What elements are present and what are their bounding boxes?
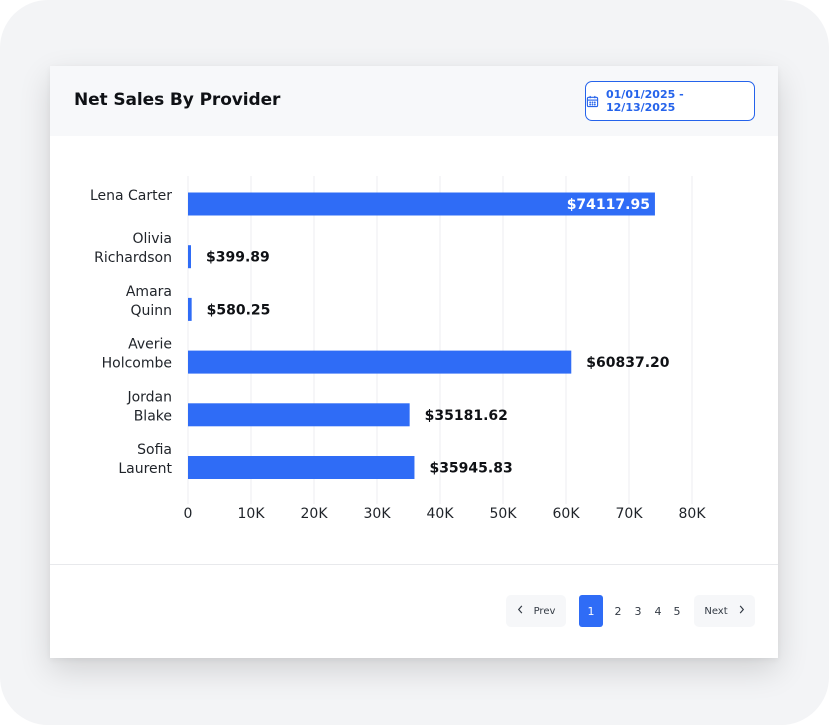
page-3-button[interactable]: 3	[634, 604, 642, 618]
next-label: Next	[704, 605, 728, 617]
bar	[188, 192, 655, 216]
category-label: Richardson	[94, 250, 172, 266]
x-tick-label: 50K	[490, 506, 518, 522]
bar	[188, 245, 191, 269]
x-tick-label: 60K	[553, 506, 581, 522]
bar	[188, 350, 572, 374]
x-tick-label: 10K	[238, 506, 266, 522]
x-tick-label: 40K	[427, 506, 455, 522]
data-label: $399.89	[206, 250, 270, 266]
data-label: $60837.20	[586, 355, 670, 371]
x-tick-label: 70K	[616, 506, 644, 522]
bar	[188, 456, 415, 479]
pagination: Prev 1 2 3 4 5 Next	[50, 594, 778, 628]
page-1-button[interactable]: 1	[579, 595, 603, 627]
x-tick-label: 0	[184, 506, 193, 522]
card-title: Net Sales By Provider	[74, 90, 281, 110]
category-label: Jordan	[126, 389, 172, 405]
prev-label: Prev	[533, 605, 556, 617]
card-divider	[50, 564, 778, 565]
prev-page-button[interactable]: Prev	[506, 595, 566, 627]
x-tick-label: 80K	[679, 506, 707, 522]
category-label: Holcombe	[102, 356, 172, 372]
bar-chart-area: 0 10K 20K 30K 40K 50K 60K 70K 80K Lena Carter $741…	[50, 136, 778, 564]
data-label: $35181.62	[425, 408, 508, 424]
category-label: Averie	[128, 337, 172, 353]
data-label: $580.25	[207, 302, 271, 318]
data-label: $35945.83	[429, 461, 512, 477]
category-label: Amara	[126, 284, 172, 300]
calendar-icon	[586, 95, 599, 108]
category-label: Lena Carter	[90, 188, 172, 204]
chevron-left-icon	[517, 605, 524, 617]
category-label: Blake	[134, 408, 172, 424]
data-label: $74117.95	[567, 197, 650, 213]
date-range-label: 01/01/2025 - 12/13/2025	[606, 88, 684, 114]
next-page-button[interactable]: Next	[694, 595, 755, 627]
chevron-right-icon	[738, 605, 745, 617]
bar	[188, 403, 410, 427]
page-4-button[interactable]: 4	[654, 604, 662, 618]
category-label: Laurent	[118, 461, 172, 477]
bar-chart: 0 10K 20K 30K 40K 50K 60K 70K 80K Lena Carter $741…	[90, 176, 707, 522]
card-header: Net Sales By Provider 01/01/2025 - 12/13…	[50, 66, 778, 136]
category-label: Sofia	[137, 442, 172, 458]
category-label: Olivia	[132, 231, 172, 247]
net-sales-card: Net Sales By Provider 01/01/2025 - 12/13…	[50, 66, 778, 658]
x-tick-label: 20K	[301, 506, 329, 522]
bar	[188, 297, 192, 321]
x-tick-label: 30K	[364, 506, 392, 522]
date-range-button[interactable]: 01/01/2025 - 12/13/2025	[585, 81, 755, 121]
category-label: Quinn	[130, 303, 172, 319]
page-5-button[interactable]: 5	[673, 604, 681, 618]
page-2-button[interactable]: 2	[614, 604, 622, 618]
